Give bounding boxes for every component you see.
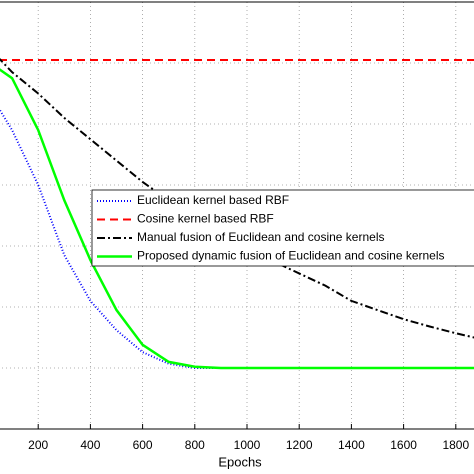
legend-label: Euclidean kernel based RBF [137, 193, 289, 207]
series-line [0, 57, 474, 339]
x-tick-label: 1000 [234, 438, 261, 452]
x-tick-label: 1400 [338, 438, 365, 452]
x-axis-label: Epochs [218, 454, 262, 469]
x-tick-label: 1600 [390, 438, 417, 452]
x-tick-label: 600 [133, 438, 153, 452]
x-tick-label: 400 [80, 438, 100, 452]
series-line [0, 68, 474, 370]
x-tick-label: 1800 [442, 438, 469, 452]
plot-frame [0, 1, 474, 430]
x-tick-label: 200 [28, 438, 48, 452]
legend-box [91, 189, 474, 267]
legend-label: Proposed dynamic fusion of Euclidean and… [137, 249, 445, 263]
legend-label: Cosine kernel based RBF [137, 212, 274, 226]
x-tick-label: 800 [185, 438, 205, 452]
x-tick-label: 1200 [286, 438, 313, 452]
legend-label: Manual fusion of Euclidean and cosine ke… [137, 230, 385, 244]
